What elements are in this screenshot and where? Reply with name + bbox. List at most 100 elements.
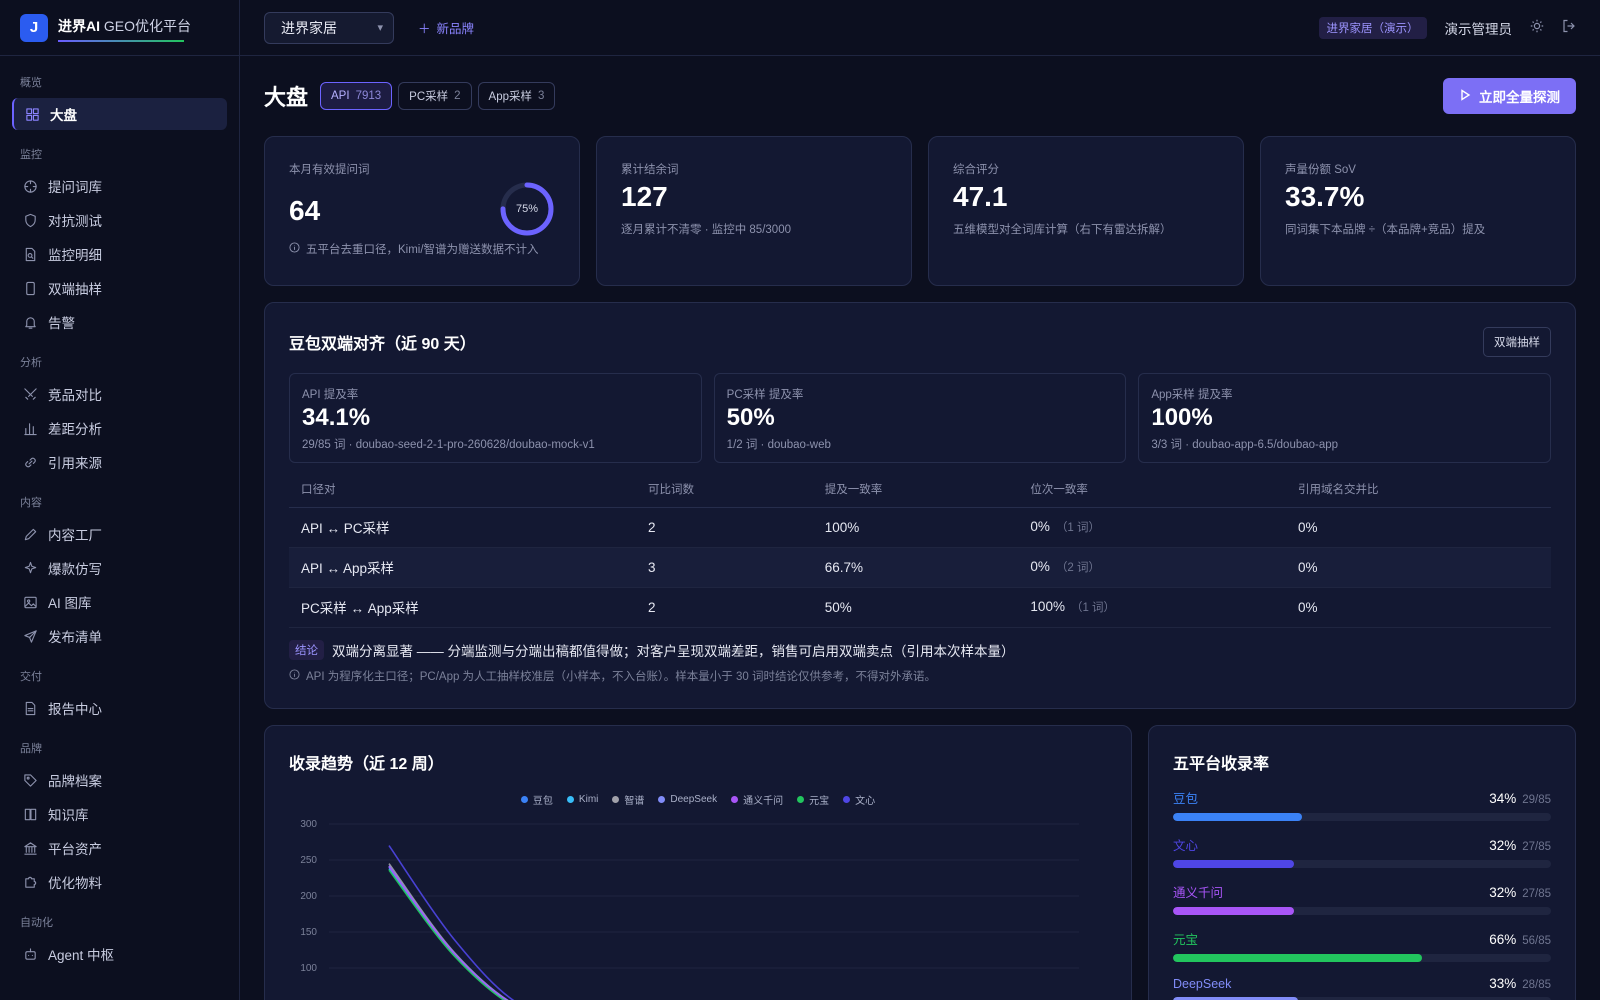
sidebar-item-label: 大盘 [50,108,77,123]
sidebar-item-bell[interactable]: 告警 [12,306,227,338]
legend-item[interactable]: 豆包 [520,792,553,807]
sidebar-item-doc-search[interactable]: 监控明细 [12,238,227,270]
sun-icon[interactable] [1530,19,1544,36]
sidebar-item-swords[interactable]: 竞品对比 [12,378,227,410]
brand-title: 进界AI GEO优化平台 [58,16,191,42]
legend-item[interactable]: Kimi [566,792,598,807]
platform-name: DeepSeek [1173,976,1232,991]
book-icon [22,806,38,822]
platform-percent: 66% [1489,931,1517,947]
sidebar-item-image[interactable]: AI 图库 [12,586,227,618]
sidebar-item-label: 知识库 [48,808,89,823]
series-line[interactable] [388,866,1104,1000]
sidebar-item-bank[interactable]: 平台资产 [12,832,227,864]
platform-fraction: 27/85 [1522,887,1551,900]
legend-item[interactable]: 文心 [843,792,875,807]
probe-all-button[interactable]: 立即全量探测 [1443,78,1576,114]
sidebar-item-shield[interactable]: 对抗测试 [12,204,227,236]
platform-percent: 32% [1489,884,1517,900]
cell-count: 2 [636,507,813,548]
bell-icon [22,314,38,330]
platform-row: 文心 32% 27/85 [1173,835,1551,868]
sidebar-item-label: 品牌档案 [48,774,102,789]
stat-card-score: 综合评分 47.1 五维模型对全词库计算（右下有雷达拆解） [928,136,1244,286]
progress-fill [1173,859,1294,868]
rank-note: （1 词） [1055,522,1101,534]
sidebar-item-label: 双端抽样 [48,282,102,297]
nav-group-label: 监控 [20,149,42,161]
swords-icon [22,386,38,402]
panel-title: 豆包双端对齐（近 90 天） [289,336,476,353]
sidebar-item-label: 对抗测试 [48,214,102,229]
sidebar-item-link[interactable]: 引用来源 [12,446,227,478]
platform-row: DeepSeek 33% 28/85 [1173,976,1551,1000]
series-line[interactable] [388,869,1104,1000]
chip-api[interactable]: API 7913 [320,82,393,110]
chip-pc[interactable]: PC采样 2 [398,82,472,110]
sidebar-item-puzzle[interactable]: 优化物料 [12,866,227,898]
sidebar-item-target[interactable]: 提问词库 [12,170,227,202]
series-line[interactable] [388,864,1104,1000]
platform-list: 豆包 34% 29/85 文心 32% 27/85 通义千问 32% 27/85 元宝 66% 56/… [1173,788,1551,1000]
cell-rank: 0% （2 词） [1018,547,1286,588]
sidebar-item-pen[interactable]: 内容工厂 [12,518,227,550]
sidebar-item-send[interactable]: 发布清单 [12,620,227,652]
chip-app[interactable]: App采样 3 [477,82,556,110]
sidebar: J 进界AI GEO优化平台 概览 大盘 监控 提问词库 对抗测试 监控明细 双端抽样 告警分… [0,0,240,1000]
stat-value: 47.1 [953,181,1008,212]
stat-value: 127 [621,181,668,212]
sidebar-item-label: 平台资产 [48,842,102,857]
logout-icon[interactable] [1562,19,1576,36]
sidebar-item-label: 差距分析 [48,422,102,437]
series-line[interactable] [388,867,1104,1000]
sidebar-item-bot[interactable]: Agent 中枢 [12,938,227,970]
legend-dot [658,795,666,803]
rate-sub: 3/3 词 · doubao-app-6.5/doubao-app [1151,439,1339,451]
sidebar-item-sparkle[interactable]: 爆款仿写 [12,552,227,584]
progress-fill [1173,996,1298,1000]
legend-item[interactable]: DeepSeek [658,792,717,807]
platform-name: 文心 [1173,838,1199,853]
chip-count: 2 [454,90,461,102]
series-line[interactable] [388,844,1104,1000]
legend-item[interactable]: 智谱 [612,792,644,807]
y-tick-label: 200 [300,891,317,902]
bank-icon [22,840,38,856]
table-header-row: 口径对 可比词数 提及一致率 位次一致率 引用域名交并比 [289,471,1551,508]
sidebar-item-label: 发布清单 [48,630,102,645]
logo-icon: J [20,13,48,42]
sidebar-item-grid[interactable]: 大盘 [12,98,227,130]
progress-track [1173,953,1551,962]
sidebar-item-tag[interactable]: 品牌档案 [12,764,227,796]
column-header: 引用域名交并比 [1285,471,1551,508]
legend-item[interactable]: 通义千问 [731,792,783,807]
series-line[interactable] [388,865,1104,1000]
alignment-table: 口径对 可比词数 提及一致率 位次一致率 引用域名交并比 API ↔ PC采样 … [289,471,1551,628]
rate-value: 100% [1151,404,1213,431]
new-brand-label: 新品牌 [436,22,475,36]
sidebar-item-book[interactable]: 知识库 [12,798,227,830]
user-name[interactable]: 演示管理员 [1444,21,1513,37]
column-header: 提及一致率 [812,471,1019,508]
progress-track [1173,812,1551,821]
new-brand-button[interactable]: ＋ 新品牌 [418,18,474,37]
brand-underline [58,39,184,42]
cell-rank: 100% （1 词） [1018,587,1286,628]
dual-sampling-button[interactable]: 双端抽样 [1483,327,1551,357]
tag-icon [22,772,38,788]
sidebar-item-phone[interactable]: 双端抽样 [12,272,227,304]
stat-cards: 本月有效提问词 64 五平台去重口径，Kimi/智谱为赠送数据不计入 75% 累… [264,136,1576,286]
sidebar-item-label: 告警 [48,316,75,331]
image-icon [22,594,38,610]
sidebar-item-report[interactable]: 报告中心 [12,692,227,724]
chip-label: API [331,90,350,102]
play-icon [1459,88,1471,104]
y-tick-label: 250 [300,855,317,866]
brand-select[interactable]: 进界家居 ▾ [264,11,394,44]
rate-label: App采样 提及率 [1151,389,1233,401]
sidebar-item-bar-chart[interactable]: 差距分析 [12,412,227,444]
legend-item[interactable]: 元宝 [797,792,829,807]
link-icon [22,454,38,470]
chip-label: PC采样 [409,91,449,103]
phone-icon [22,280,38,296]
